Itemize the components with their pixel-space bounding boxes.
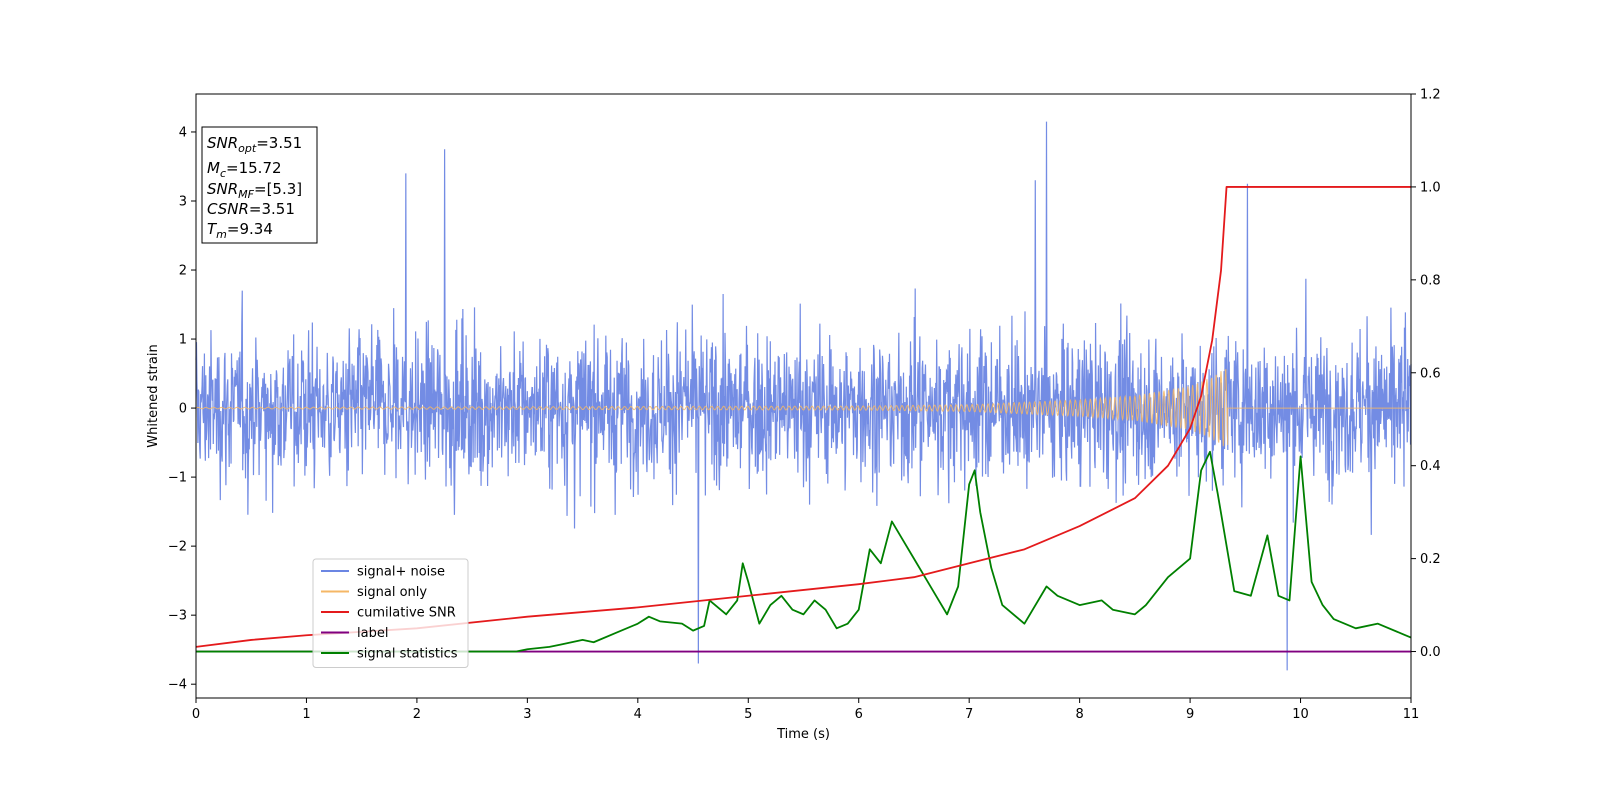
x-tick-label: 6 xyxy=(855,707,863,722)
x-tick-label: 2 xyxy=(413,707,421,722)
plot-frame xyxy=(195,93,1412,699)
legend-frame xyxy=(312,558,469,668)
y-left-tick-label: 4 xyxy=(179,125,187,140)
info-line: SNRMF=[5.3] xyxy=(207,180,302,201)
x-tick-label: 10 xyxy=(1292,707,1309,722)
x-tick-label: 9 xyxy=(1186,707,1194,722)
y-right-tick-label: 1.0 xyxy=(1420,180,1441,195)
x-tick-label: 0 xyxy=(192,707,200,722)
y-right-tick-label: 0.8 xyxy=(1420,273,1441,288)
legend-label: cumilative SNR xyxy=(357,606,456,621)
legend-label: signal statistics xyxy=(357,647,458,662)
y-right-tick-label: 0.6 xyxy=(1420,366,1441,381)
y-right-tick-label: 0.4 xyxy=(1420,459,1441,474)
x-tick-label: 11 xyxy=(1403,707,1420,722)
y-left-tick-label: 0 xyxy=(179,402,187,417)
x-tick-label: 1 xyxy=(302,707,310,722)
x-tick-label: 4 xyxy=(634,707,642,722)
info-line: SNRopt=3.51 xyxy=(207,134,302,155)
info-line: CSNR=3.51 xyxy=(207,200,295,218)
y-left-tick-label: −3 xyxy=(168,609,187,624)
info-line: Mc=15.72 xyxy=(207,159,282,180)
info-line: Tm=9.34 xyxy=(207,220,273,241)
y-right-tick-label: 1.2 xyxy=(1420,88,1441,103)
x-tick-label: 8 xyxy=(1075,707,1083,722)
y-left-tick-label: 1 xyxy=(179,333,187,348)
y-left-tick-label: −4 xyxy=(168,678,187,693)
y-axis-label: Whitened strain xyxy=(146,344,161,447)
y-left-tick-label: 2 xyxy=(179,264,187,279)
signal-only-line xyxy=(195,368,1410,447)
axes-layer: 0 1 2 3 4 5 6 7 8 9 10 1143210−1−2−3−41.21.00.80.60… xyxy=(146,88,1441,743)
x-tick-label: 3 xyxy=(523,707,531,722)
x-tick-label: 7 xyxy=(965,707,973,722)
y-right-tick-label: 0.2 xyxy=(1420,552,1441,567)
legend: signal+ noise signal only cumilative SNR la… xyxy=(312,558,469,668)
legend-label: signal+ noise xyxy=(357,565,445,580)
y-left-tick-label: −2 xyxy=(168,540,187,555)
y-right-tick-label: 0.0 xyxy=(1420,645,1441,660)
signal-statistics-line xyxy=(196,450,1412,653)
y-left-tick-label: −1 xyxy=(168,471,187,486)
x-axis-label: Time (s) xyxy=(776,727,830,742)
legend-label: signal only xyxy=(357,585,427,600)
legend-label: label xyxy=(357,626,388,641)
y-left-tick-label: 3 xyxy=(179,194,187,209)
x-tick-label: 5 xyxy=(744,707,752,722)
info-box-frame xyxy=(201,126,318,244)
